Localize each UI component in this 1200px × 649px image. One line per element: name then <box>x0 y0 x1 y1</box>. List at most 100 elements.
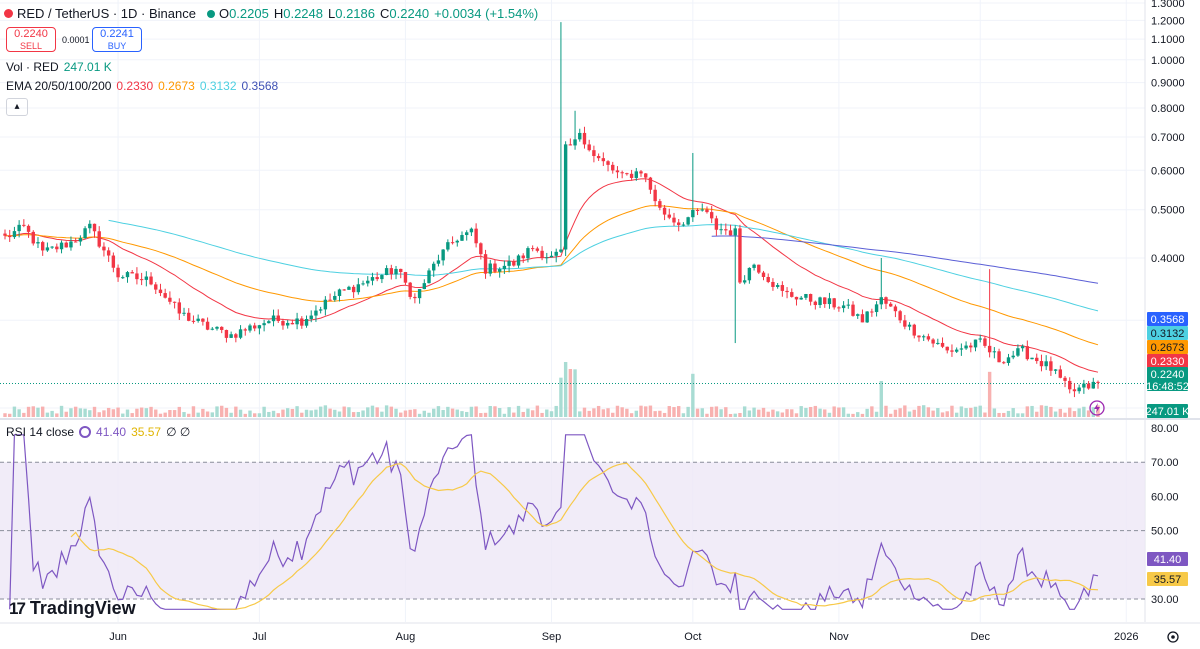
candle-body <box>257 325 262 329</box>
volume-bar <box>281 409 285 417</box>
candle-body <box>837 307 841 309</box>
candle-body <box>83 228 87 239</box>
volume-bar <box>1049 406 1053 417</box>
volume-bar <box>36 407 40 417</box>
volume-bar <box>931 410 935 417</box>
volume-bar <box>422 410 426 417</box>
ema-lines <box>0 178 1145 384</box>
candle-body <box>785 290 789 293</box>
candle-body <box>615 170 620 173</box>
volume-bar <box>22 412 26 417</box>
symbol-title[interactable]: RED / TetherUS · 1D · Binance <box>17 6 196 21</box>
ema200-price-tag: 0.3568 <box>1147 312 1188 326</box>
volume-bar <box>78 408 83 417</box>
rsi-tag: 41.40 <box>1147 552 1188 566</box>
candle-body <box>1011 355 1015 358</box>
volume-bar <box>695 408 700 417</box>
tradingview-logo[interactable]: 17 TradingView <box>9 598 136 618</box>
candle-body <box>224 329 229 338</box>
buy-button[interactable]: 0.2241 BUY <box>92 27 142 52</box>
volume-bar <box>201 408 205 417</box>
price-tick-label: 0.5000 <box>1151 205 1185 217</box>
candle-body <box>596 156 601 159</box>
candle-body <box>813 301 818 306</box>
candle-body <box>290 322 295 325</box>
candle-body <box>997 351 1001 363</box>
candle-body <box>987 345 992 353</box>
volume-bar <box>441 409 445 417</box>
candle-body <box>889 303 893 307</box>
volume-bar <box>356 411 361 417</box>
volume-tag: 247.01 K <box>1145 404 1190 418</box>
candle-body <box>681 224 686 226</box>
volume-bar <box>1025 406 1030 417</box>
volume-tag-text: 247.01 K <box>1145 406 1190 418</box>
rsi-settings-icon[interactable] <box>79 426 92 438</box>
candle-body <box>125 272 130 278</box>
volume-bar <box>488 405 492 417</box>
candle-body <box>983 338 987 346</box>
rsi-value: 41.40 <box>96 425 127 439</box>
candle-body <box>417 289 422 299</box>
volume-bar <box>135 408 139 417</box>
candle-body <box>535 248 540 251</box>
volume-bar <box>889 413 893 417</box>
volume-bar <box>771 409 775 417</box>
candle-body <box>799 297 803 300</box>
candle-body <box>191 320 196 322</box>
volume-bar <box>700 408 704 417</box>
candle-body <box>879 297 883 305</box>
candle-body <box>742 280 747 283</box>
candle-body <box>196 318 200 321</box>
ema-legend[interactable]: EMA 20/50/100/200 0.2330 0.2673 0.3132 0… <box>6 79 279 93</box>
candle-body <box>370 277 375 281</box>
candle-body <box>351 286 356 293</box>
candle-body <box>1096 381 1100 383</box>
volume-bar <box>351 412 356 417</box>
ema200-price-tag-text: 0.3568 <box>1151 314 1185 326</box>
candle-body <box>106 250 111 256</box>
candle-body <box>26 225 31 232</box>
candle-body <box>695 209 700 211</box>
last-price-tag-text: 0.2240 <box>1151 369 1185 381</box>
volume-bar <box>172 410 177 417</box>
price-tick-label: 0.6000 <box>1151 165 1185 177</box>
candle-body <box>139 279 144 281</box>
volume-bar <box>347 407 351 417</box>
sell-button[interactable]: 0.2240 SELL <box>6 27 56 52</box>
volume-bar <box>1077 408 1081 417</box>
time-tick-label: 2026 <box>1114 631 1138 643</box>
rsi-legend[interactable]: RSI 14 close 41.40 35.57 ∅ ∅ <box>6 425 191 439</box>
collapse-legend-button[interactable]: ▴ <box>6 98 28 116</box>
candle-body <box>644 173 648 178</box>
candle-body <box>78 238 83 242</box>
candle-body <box>271 315 276 322</box>
candle-body <box>248 325 252 331</box>
volume-bar <box>540 412 544 417</box>
settings-gear-icon[interactable] <box>1167 631 1179 643</box>
candle-body <box>1072 389 1077 392</box>
time-tick-label: Sep <box>542 631 562 643</box>
volume-bar <box>1002 412 1006 417</box>
candle-body <box>714 218 719 230</box>
volume-bar <box>323 405 328 417</box>
candle-body <box>917 335 921 338</box>
volume-bar <box>403 410 408 417</box>
volume-bar <box>154 409 158 417</box>
candle-body <box>88 223 92 229</box>
volume-bar <box>205 411 210 417</box>
candle-body <box>488 263 492 274</box>
candle-body <box>545 257 549 259</box>
volume-bar <box>380 411 384 417</box>
ema50-price-tag-text: 0.2673 <box>1151 342 1185 354</box>
volume-legend[interactable]: Vol · RED 247.01 K <box>6 60 112 74</box>
ema200-value: 0.3568 <box>241 79 279 93</box>
volume-bar <box>111 409 116 417</box>
candle-body <box>469 228 474 233</box>
price-tick-label: 0.9000 <box>1151 78 1185 90</box>
spread-value: 0.0001 <box>62 35 90 45</box>
candle-body <box>1039 361 1044 367</box>
volume-bar <box>12 406 17 417</box>
candle-body <box>450 242 455 244</box>
